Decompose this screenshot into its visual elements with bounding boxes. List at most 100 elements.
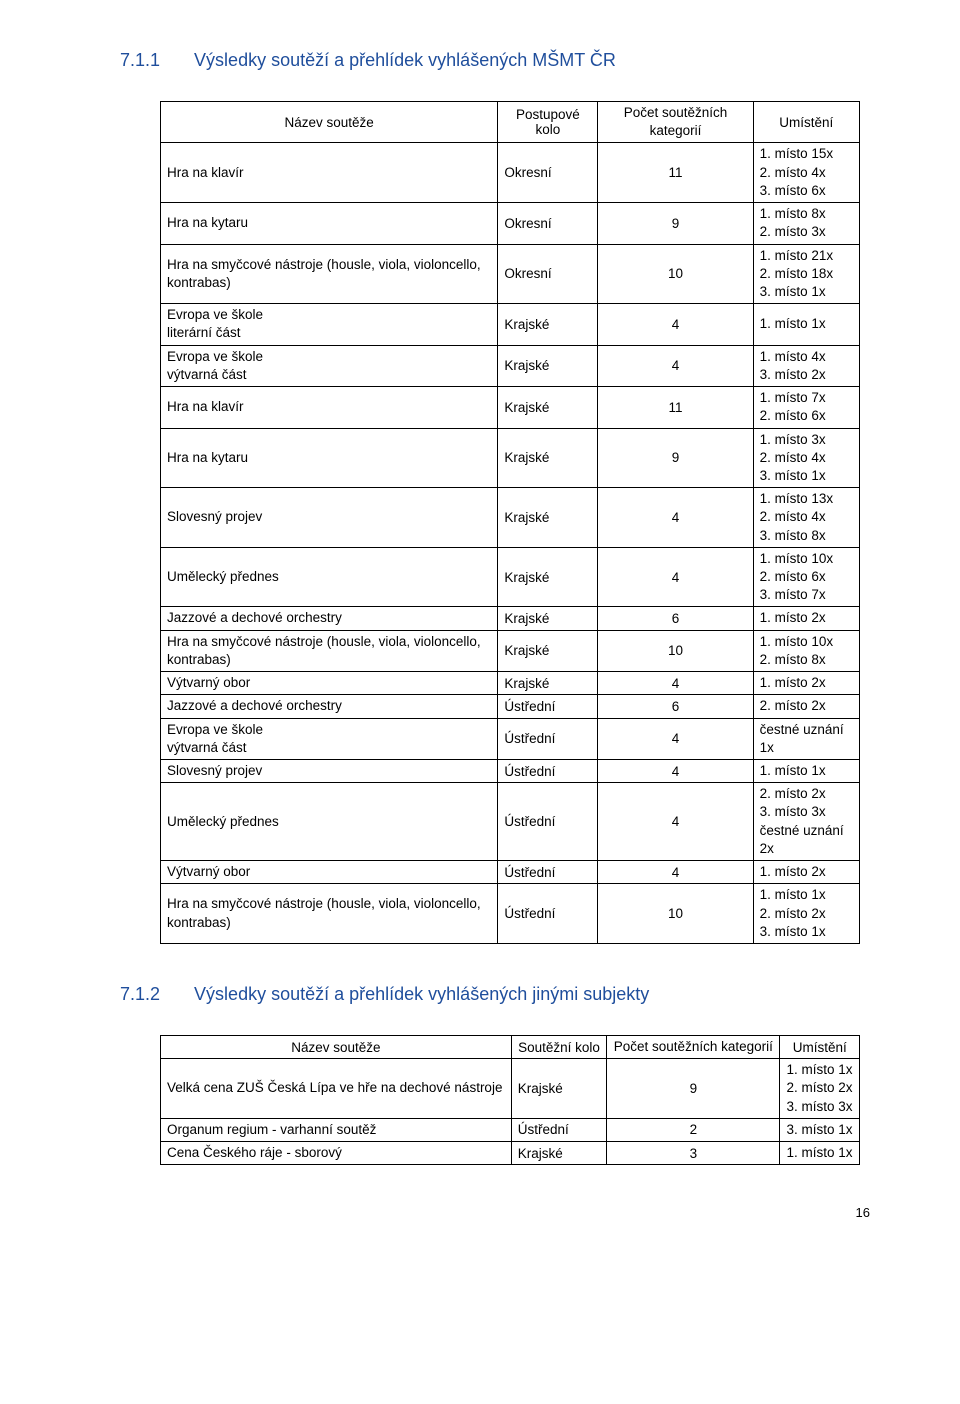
cell-name: Slovesný projev: [161, 488, 498, 548]
cell-result: 1. místo 4x 3. místo 2x: [753, 345, 859, 386]
cell-result: čestné uznání 1x: [753, 718, 859, 759]
cell-name: Výtvarný obor: [161, 672, 498, 695]
table-row: Výtvarný oborÚstřední41. místo 2x: [161, 861, 860, 884]
cell-result: 1. místo 7x 2. místo 6x: [753, 387, 859, 428]
table-row: Slovesný projevÚstřední41. místo 1x: [161, 760, 860, 783]
col-header-place: Umístění: [780, 1035, 860, 1058]
cell-round: Krajské: [498, 547, 598, 607]
table-row: Umělecký přednesÚstřední42. místo 2x 3. …: [161, 783, 860, 861]
table-row: Jazzové a dechové orchestryÚstřední62. m…: [161, 695, 860, 718]
cell-name: Organum regium - varhanní soutěž: [161, 1118, 512, 1141]
cell-name: Hra na smyčcové nástroje (housle, viola,…: [161, 884, 498, 944]
cell-round: Krajské: [498, 304, 598, 345]
cell-name: Evropa ve škole výtvarná část: [161, 718, 498, 759]
col-header-round: Postupové kolo: [498, 102, 598, 143]
section-number: 7.1.1: [120, 50, 160, 71]
cell-result: 1. místo 10x 2. místo 6x 3. místo 7x: [753, 547, 859, 607]
cell-round: Ústřední: [498, 695, 598, 718]
cell-round: Krajské: [498, 387, 598, 428]
table-row: Hra na klavírOkresní111. místo 15x 2. mí…: [161, 143, 860, 203]
cell-name: Hra na smyčcové nástroje (housle, viola,…: [161, 244, 498, 304]
cell-round: Okresní: [498, 244, 598, 304]
cell-result: 1. místo 21x 2. místo 18x 3. místo 1x: [753, 244, 859, 304]
cell-count: 3: [607, 1142, 780, 1165]
table-row: Evropa ve škole výtvarná částÚstřední4če…: [161, 718, 860, 759]
table-header-row: Název soutěže Soutěžní kolo Počet soutěž…: [161, 1035, 860, 1058]
cell-result: 1. místo 13x 2. místo 4x 3. místo 8x: [753, 488, 859, 548]
cell-name: Evropa ve škole literární část: [161, 304, 498, 345]
cell-count: 9: [598, 203, 753, 244]
cell-count: 6: [598, 607, 753, 630]
cell-name: Umělecký přednes: [161, 783, 498, 861]
table-row: Evropa ve škole výtvarná částKrajské41. …: [161, 345, 860, 386]
section-number: 7.1.2: [120, 984, 160, 1005]
cell-count: 4: [598, 861, 753, 884]
cell-result: 1. místo 2x: [753, 672, 859, 695]
table-row: Hra na klavírKrajské111. místo 7x 2. mís…: [161, 387, 860, 428]
table-row: Hra na smyčcové nástroje (housle, viola,…: [161, 630, 860, 671]
cell-name: Hra na klavír: [161, 143, 498, 203]
col-header-count: Počet soutěžních kategorií: [607, 1035, 780, 1058]
table-row: Hra na smyčcové nástroje (housle, viola,…: [161, 244, 860, 304]
cell-result: 1. místo 15x 2. místo 4x 3. místo 6x: [753, 143, 859, 203]
section-heading-1: 7.1.1 Výsledky soutěží a přehlídek vyhlá…: [120, 50, 880, 71]
table-row: Evropa ve škole literární částKrajské41.…: [161, 304, 860, 345]
table-row: Jazzové a dechové orchestryKrajské61. mí…: [161, 607, 860, 630]
cell-name: Hra na kytaru: [161, 428, 498, 488]
cell-name: Výtvarný obor: [161, 861, 498, 884]
col-header-round: Soutěžní kolo: [511, 1035, 606, 1058]
cell-round: Krajské: [498, 672, 598, 695]
table-header-row: Název soutěže Postupové kolo Počet soutě…: [161, 102, 860, 143]
cell-name: Hra na klavír: [161, 387, 498, 428]
results-table-2: Název soutěže Soutěžní kolo Počet soutěž…: [160, 1035, 860, 1165]
cell-count: 4: [598, 304, 753, 345]
cell-name: Evropa ve škole výtvarná část: [161, 345, 498, 386]
cell-round: Ústřední: [511, 1118, 606, 1141]
cell-count: 10: [598, 884, 753, 944]
cell-result: 1. místo 8x 2. místo 3x: [753, 203, 859, 244]
cell-name: Umělecký přednes: [161, 547, 498, 607]
cell-result: 1. místo 2x: [753, 607, 859, 630]
col-header-count: Počet soutěžních kategorií: [598, 102, 753, 143]
table-row: Velká cena ZUŠ Česká Lípa ve hře na dech…: [161, 1059, 860, 1119]
cell-result: 3. místo 1x: [780, 1118, 860, 1141]
cell-result: 1. místo 1x: [753, 760, 859, 783]
table-row: Hra na smyčcové nástroje (housle, viola,…: [161, 884, 860, 944]
cell-result: 2. místo 2x 3. místo 3x čestné uznání 2x: [753, 783, 859, 861]
cell-round: Ústřední: [498, 783, 598, 861]
cell-round: Krajské: [511, 1059, 606, 1119]
col-header-name: Název soutěže: [161, 1035, 512, 1058]
cell-round: Krajské: [498, 428, 598, 488]
cell-result: 1. místo 1x 2. místo 2x 3. místo 1x: [753, 884, 859, 944]
page-number: 16: [120, 1205, 880, 1220]
cell-name: Slovesný projev: [161, 760, 498, 783]
cell-round: Krajské: [498, 345, 598, 386]
table-row: Slovesný projevKrajské41. místo 13x 2. m…: [161, 488, 860, 548]
table-row: Hra na kytaruOkresní91. místo 8x 2. míst…: [161, 203, 860, 244]
results-table-1: Název soutěže Postupové kolo Počet soutě…: [160, 101, 860, 944]
cell-round: Krajské: [498, 630, 598, 671]
cell-count: 4: [598, 672, 753, 695]
cell-round: Krajské: [511, 1142, 606, 1165]
cell-name: Jazzové a dechové orchestry: [161, 607, 498, 630]
cell-count: 4: [598, 345, 753, 386]
cell-round: Ústřední: [498, 861, 598, 884]
cell-round: Okresní: [498, 203, 598, 244]
table-row: Cena Českého ráje - sborovýKrajské31. mí…: [161, 1142, 860, 1165]
cell-count: 6: [598, 695, 753, 718]
col-header-place: Umístění: [753, 102, 859, 143]
cell-name: Cena Českého ráje - sborový: [161, 1142, 512, 1165]
cell-round: Krajské: [498, 488, 598, 548]
cell-round: Ústřední: [498, 884, 598, 944]
cell-count: 4: [598, 760, 753, 783]
cell-result: 1. místo 1x: [753, 304, 859, 345]
cell-count: 10: [598, 630, 753, 671]
cell-round: Ústřední: [498, 760, 598, 783]
section-title: Výsledky soutěží a přehlídek vyhlášených…: [194, 50, 616, 71]
cell-count: 4: [598, 547, 753, 607]
cell-count: 11: [598, 387, 753, 428]
table-row: Umělecký přednesKrajské41. místo 10x 2. …: [161, 547, 860, 607]
cell-result: 1. místo 1x: [780, 1142, 860, 1165]
cell-round: Ústřední: [498, 718, 598, 759]
cell-round: Krajské: [498, 607, 598, 630]
